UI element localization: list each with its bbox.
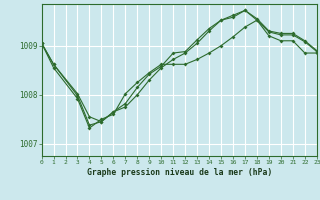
X-axis label: Graphe pression niveau de la mer (hPa): Graphe pression niveau de la mer (hPa) <box>87 168 272 177</box>
